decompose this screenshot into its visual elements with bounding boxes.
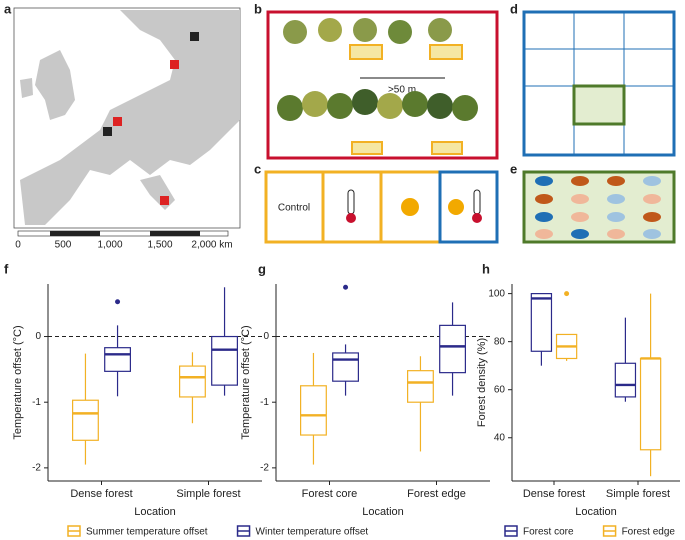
x-tick-label: Simple forest xyxy=(606,488,670,500)
treatments: Control xyxy=(264,170,499,244)
y-axis-label: Temperature offset (°C) xyxy=(240,325,252,439)
panel-label: f xyxy=(4,261,9,276)
scale-label: 1,000 xyxy=(97,240,122,251)
panel-label: c xyxy=(254,161,261,176)
sensor-plot xyxy=(349,44,383,60)
sun xyxy=(401,198,419,216)
control-label: Control xyxy=(278,203,310,214)
outlier xyxy=(564,291,570,297)
outlier xyxy=(115,299,121,305)
x-tick-label: Forest core xyxy=(302,488,358,500)
y-tick-label: 40 xyxy=(494,432,506,443)
box xyxy=(439,324,466,374)
x-axis-label: Location xyxy=(134,506,176,518)
scale-label: 0 xyxy=(15,240,21,251)
britain xyxy=(35,50,75,120)
box xyxy=(300,385,327,436)
panel-label: b xyxy=(254,1,262,16)
y-tick-label: -1 xyxy=(32,397,41,408)
x-tick-label: Simple forest xyxy=(176,488,240,500)
y-axis-label: Forest density (%) xyxy=(476,338,488,427)
box xyxy=(104,347,131,372)
panel-label: e xyxy=(510,161,517,176)
selected-cell xyxy=(572,84,626,126)
box xyxy=(530,293,553,352)
panel-label: g xyxy=(258,261,266,276)
site xyxy=(190,32,199,41)
sensor-plot xyxy=(351,141,383,155)
y-tick-label: 0 xyxy=(263,331,269,342)
site xyxy=(113,117,122,126)
legend-label: Forest core xyxy=(523,527,574,538)
panel-label: a xyxy=(4,1,12,16)
x-axis-label: Location xyxy=(362,506,404,518)
y-tick-label: -2 xyxy=(260,463,269,474)
leaves xyxy=(522,170,676,244)
outlier xyxy=(343,284,349,290)
legend-label: Summer temperature offset xyxy=(86,527,208,538)
x-tick-label: Dense forest xyxy=(523,488,585,500)
y-tick-label: -1 xyxy=(260,397,269,408)
distance-label: >50 m xyxy=(388,85,416,96)
thermometer xyxy=(472,213,482,223)
sensor-plot xyxy=(431,141,463,155)
x-tick-label: Forest edge xyxy=(407,488,466,500)
site xyxy=(160,196,169,205)
box xyxy=(179,365,206,398)
scale-bar xyxy=(50,231,100,236)
box xyxy=(614,362,637,398)
y-tick-label: 60 xyxy=(494,384,506,395)
scale-label: 2,000 km xyxy=(191,240,232,251)
scale-bar xyxy=(17,230,229,237)
box xyxy=(407,370,434,403)
box xyxy=(72,399,99,441)
scale-label: 1,500 xyxy=(147,240,172,251)
site xyxy=(103,127,112,136)
grid-frame xyxy=(522,10,676,157)
panel-label: h xyxy=(482,261,490,276)
leaf-grid xyxy=(535,176,661,239)
y-tick-label: 100 xyxy=(488,288,505,299)
map: 0 500 1,000 1,500 2,000 km xyxy=(13,7,241,251)
sun xyxy=(448,199,464,215)
plot-design: >50 m xyxy=(266,10,499,160)
panel-label: d xyxy=(510,1,518,16)
y-tick-label: 80 xyxy=(494,336,506,347)
scale-label: 500 xyxy=(55,240,72,251)
y-tick-label: 0 xyxy=(35,331,41,342)
y-axis-label: Temperature offset (°C) xyxy=(12,325,24,439)
legend-label: Winter temperature offset xyxy=(256,527,369,538)
plot-frame xyxy=(266,10,499,160)
sensor-plot xyxy=(429,44,463,60)
site xyxy=(170,60,179,69)
box xyxy=(639,357,662,451)
trees-dense xyxy=(277,89,478,121)
x-axis-label: Location xyxy=(575,506,617,518)
x-tick-label: Dense forest xyxy=(70,488,132,500)
grid-design xyxy=(522,10,676,157)
thermometer xyxy=(347,189,355,215)
y-tick-label: -2 xyxy=(32,463,41,474)
legend-label: Forest edge xyxy=(622,527,676,538)
box xyxy=(211,335,238,386)
box xyxy=(332,352,359,382)
trees-sparse xyxy=(283,18,452,44)
thermometer xyxy=(346,213,356,223)
ireland xyxy=(20,78,33,98)
scale-bar xyxy=(150,231,200,236)
thermometer xyxy=(473,189,481,215)
continent xyxy=(20,10,240,225)
